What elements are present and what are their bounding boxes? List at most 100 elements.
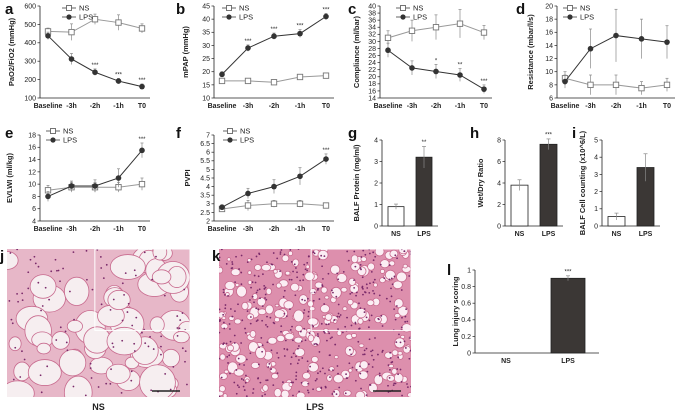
nucleus [131,324,134,327]
x-tick-label: Baseline [208,103,237,110]
x-tick-label: -2h [431,103,442,110]
x-tick-label: T0 [322,226,330,233]
nucleus [392,384,395,387]
data-point [245,45,251,51]
nucleus [289,249,292,251]
nucleus [219,320,221,323]
y-tick-label: 15 [202,82,210,89]
nucleus [259,297,261,300]
nucleus [127,302,130,305]
alveolus [393,298,404,309]
nucleus [401,394,403,397]
data-point [385,47,391,54]
nucleus [14,346,17,349]
nucleus [183,288,186,291]
alveolus [311,355,319,363]
nucleus [240,271,243,274]
nucleus [149,335,151,338]
nucleus [257,275,260,278]
y-axis-label: Lung injury scoring [451,276,460,346]
legend-marker [567,5,573,11]
data-point [587,45,594,52]
legend-label: LPS [63,136,77,145]
data-point [562,78,568,85]
nucleus [312,325,315,328]
y-tick-label: 200 [24,77,36,84]
panel-e: e 4 6 8 10 12 14 16 18 EVLWI (ml/kg) Baseline -3h -2… [5,125,150,233]
nucleus [21,350,23,353]
nucleus [337,328,339,330]
nucleus [135,316,138,319]
alveolus [264,304,274,315]
nucleus [224,293,226,296]
alveolus [245,378,250,383]
y-axis-label: EVLWI (ml/kg) [5,153,14,204]
nucleus [358,327,360,330]
data-point [432,24,440,31]
nucleus [224,304,227,306]
alveolus [283,300,294,310]
nucleus [309,365,311,368]
data-point [322,202,330,209]
nucleus [299,279,302,282]
alveolus [107,289,131,311]
nucleus [235,255,237,258]
nucleus [152,348,155,350]
nucleus [89,367,92,370]
nucleus [17,300,19,303]
x-tick-label: NS [501,358,511,365]
nucleus [370,350,372,353]
nucleus [10,318,13,321]
nucleus [277,356,280,359]
x-tick-label: LPS [542,231,556,238]
nucleus [256,289,259,292]
nucleus [316,343,319,346]
series-ns [384,9,488,45]
x-tick-label: -3h [66,226,77,233]
nucleus [368,249,371,251]
nucleus [387,384,389,387]
alveolus [250,361,260,369]
legend-label: NS [413,4,423,13]
nucleus [249,316,252,318]
alveolus [7,380,35,397]
alveolus [366,299,375,306]
nucleus [389,351,392,354]
alveolus [348,368,353,373]
y-tick-label: 6 [549,95,553,102]
nucleus [292,381,294,384]
nucleus [346,316,348,319]
panel-h: h 0 2 4 6 8 Wet/Dry Ratio NS *** LPS [470,125,563,238]
panel-label: d [516,1,525,18]
nucleus [280,249,283,251]
nucleus [318,258,321,260]
alveolus [273,309,286,319]
nucleus [334,343,337,346]
alveolus [348,277,357,286]
nucleus [228,354,231,357]
nucleus [233,381,236,384]
x-tick-label: LPS [417,231,431,238]
nucleus [354,321,357,324]
nucleus [289,308,291,311]
nucleus [323,330,325,333]
y-tick-label: 4 [206,184,210,191]
nucleus [296,362,299,365]
nucleus [110,368,112,371]
alveolus [51,331,70,350]
alveolus [308,306,316,312]
x-tick-label: -1h [113,103,124,110]
nucleus [242,385,245,388]
nucleus [250,286,252,289]
nucleus [263,284,266,287]
nucleus [184,350,187,353]
legend-label: LPS [240,136,254,145]
nucleus [282,295,285,298]
nucleus [44,286,47,289]
nucleus [295,375,298,377]
nucleus [390,277,393,280]
nucleus [307,382,310,385]
nucleus [73,318,75,321]
nucleus [233,342,236,344]
